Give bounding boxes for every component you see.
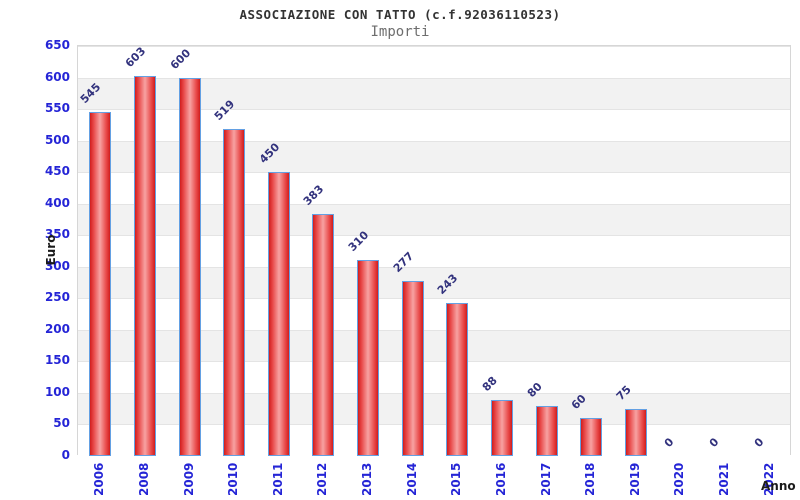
y-axis-title: Euro [44, 234, 58, 266]
gridline [78, 235, 790, 237]
gridline [78, 77, 790, 79]
bar [357, 260, 380, 456]
y-tick-label: 450 [44, 164, 70, 179]
plot-band [78, 46, 790, 78]
chart-title: ASSOCIAZIONE CON TATTO (c.f.92036110523) [239, 7, 561, 22]
y-tick-label: 500 [44, 132, 70, 147]
chart-subtitle: Importi [370, 24, 430, 40]
y-tick-label: 50 [53, 416, 70, 431]
x-axis-title: Anno [761, 479, 796, 493]
y-tick-label: 150 [44, 353, 70, 368]
bar [312, 214, 335, 456]
gridline [78, 329, 790, 331]
y-tick-label: 550 [44, 101, 70, 116]
plot-area [77, 45, 791, 456]
bar [178, 77, 201, 456]
bar [624, 408, 647, 456]
gridline [78, 392, 790, 394]
gridline [78, 298, 790, 300]
gridline [78, 266, 790, 268]
y-tick-label: 600 [44, 69, 70, 84]
y-tick-label: 200 [44, 321, 70, 336]
bar [535, 405, 558, 456]
gridline [78, 203, 790, 205]
y-tick-label: 250 [44, 290, 70, 305]
y-tick-label: 400 [44, 195, 70, 210]
bar [223, 128, 246, 456]
y-tick-label: 650 [44, 38, 70, 52]
y-tick-label: 350 [44, 227, 70, 242]
gridline [78, 109, 790, 111]
bar [89, 112, 112, 456]
bar [490, 400, 513, 456]
bar [401, 281, 424, 456]
gridline [78, 46, 790, 47]
y-tick-label: 100 [44, 384, 70, 399]
bar [580, 418, 603, 456]
y-tick-label: 300 [44, 258, 70, 273]
bar [133, 75, 156, 456]
bar [446, 302, 469, 456]
gridline [78, 172, 790, 174]
gridline [78, 424, 790, 426]
gridline [78, 140, 790, 142]
bar [267, 172, 290, 456]
y-tick-label: 0 [61, 448, 70, 462]
gridline [78, 361, 790, 363]
